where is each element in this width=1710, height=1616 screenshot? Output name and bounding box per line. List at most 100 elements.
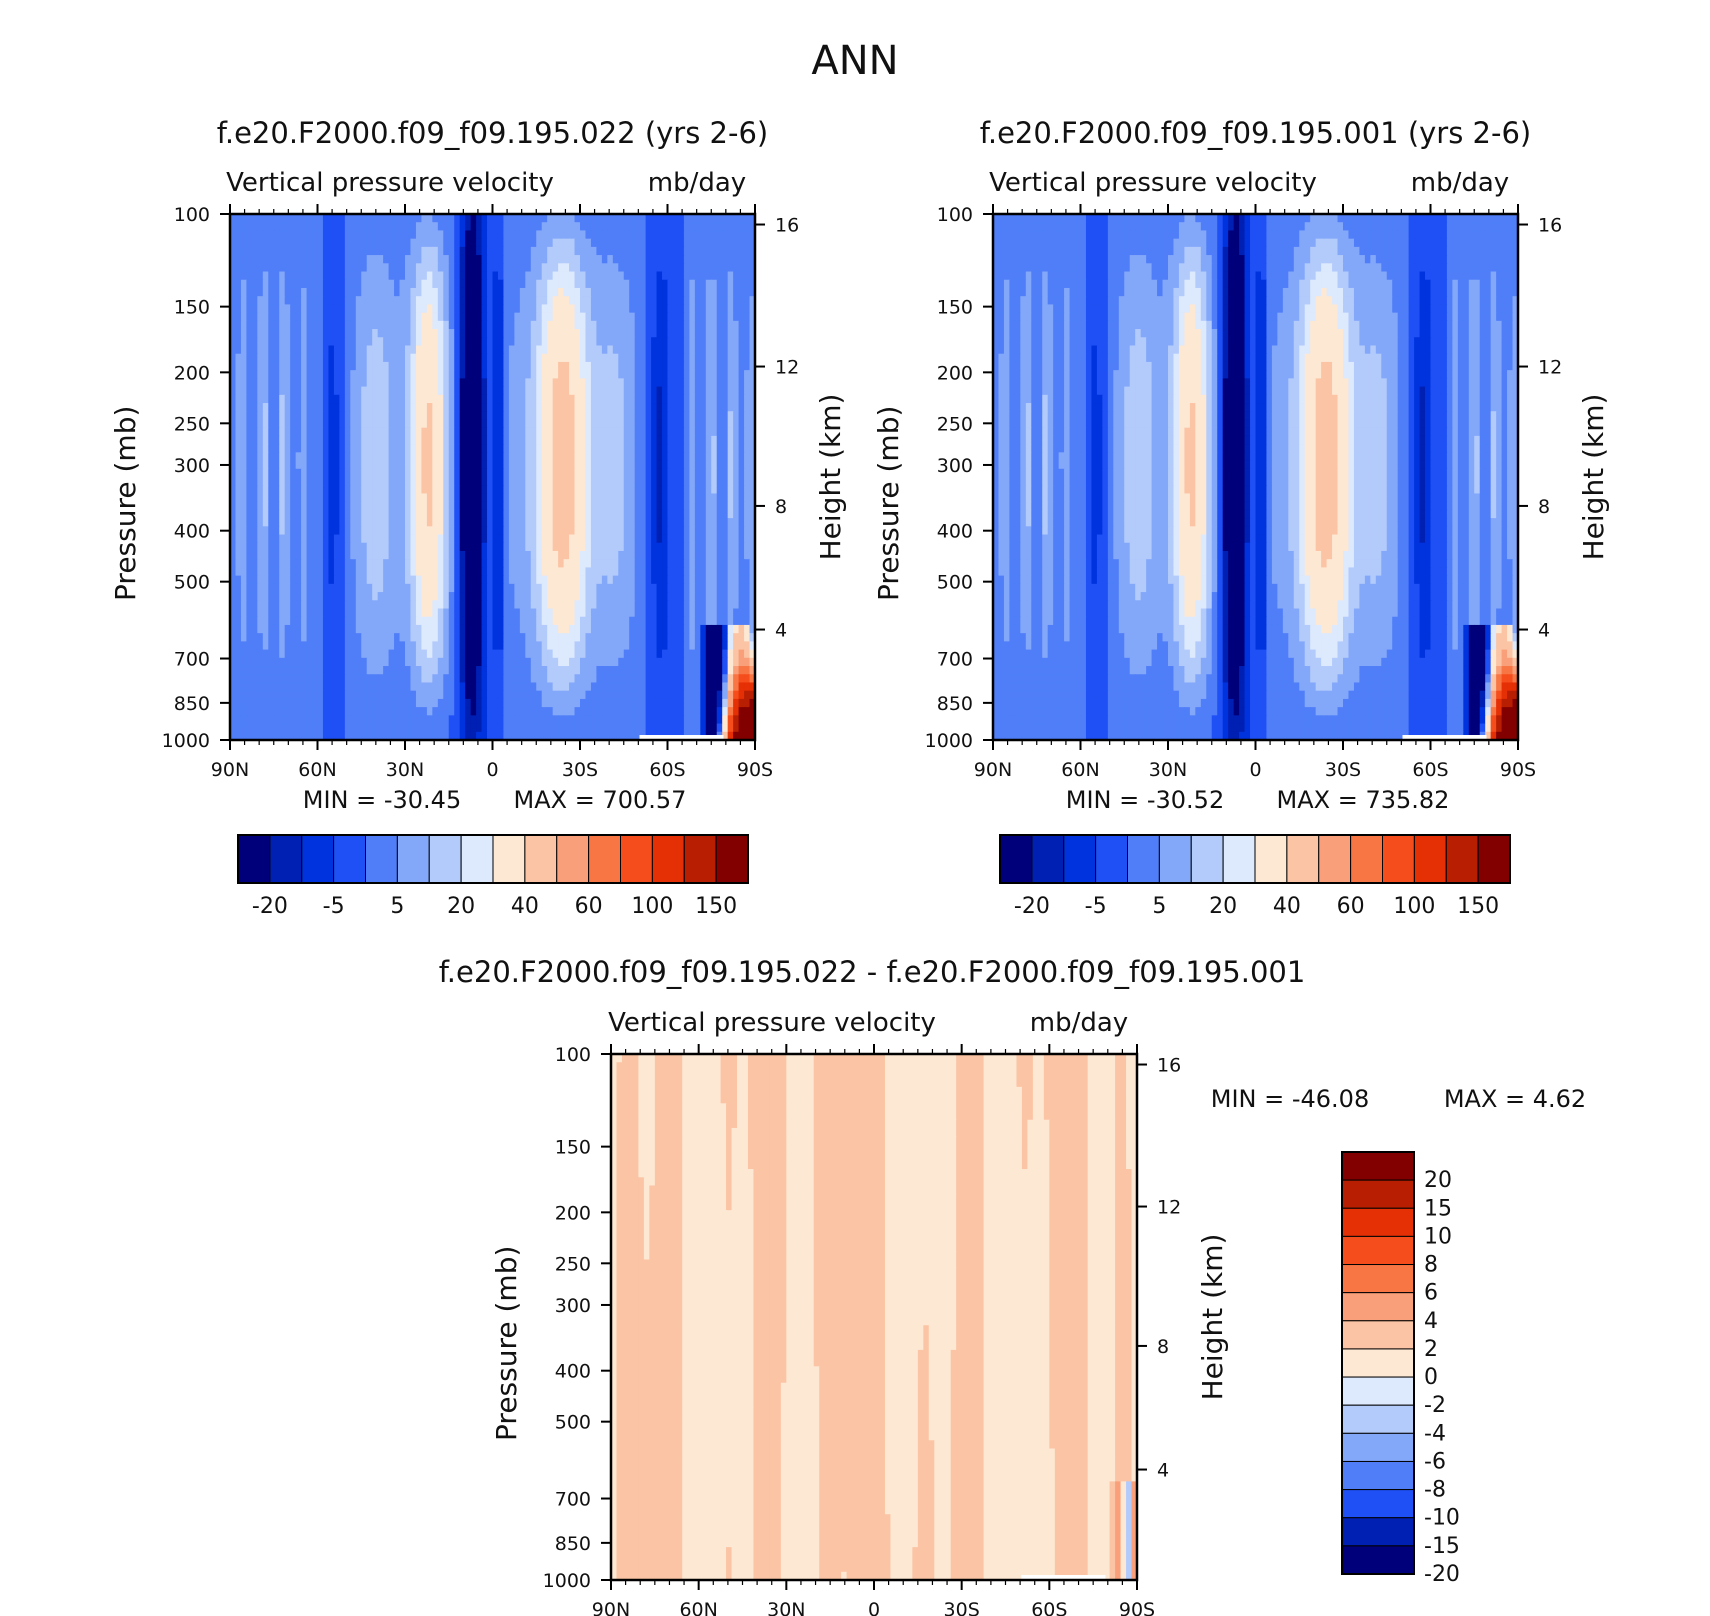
max-label: MAX = 700.57 — [514, 786, 687, 814]
y-tick-label: 150 — [174, 297, 210, 319]
colorbar-swatch — [1031, 834, 1065, 884]
colorbar-2: -20 -5 5 20 40 60 100 150 — [999, 834, 1511, 919]
y-tick-label: 500 — [555, 1412, 591, 1434]
panel-variable: Vertical pressure velocity — [608, 1008, 936, 1038]
y-tick-label: 250 — [937, 413, 973, 435]
min-label: MIN = -30.45 — [303, 786, 461, 814]
colorbar-label: 4 — [1424, 1309, 1438, 1334]
x-tick-label: 60N — [298, 759, 336, 781]
colorbar-label: 5 — [390, 894, 404, 919]
x-tick-label: 0 — [868, 1599, 880, 1616]
panel-variable: Vertical pressure velocity — [989, 168, 1317, 198]
colorbar-label: 20 — [447, 894, 475, 919]
colorbar-swatch — [999, 834, 1033, 884]
x-tick-label: 90N — [211, 759, 249, 781]
figure-title: ANN — [811, 38, 898, 84]
colorbar-swatch — [1445, 834, 1479, 884]
colorbar-swatch — [1341, 1376, 1415, 1406]
x-tick-label: 30N — [386, 759, 424, 781]
y-right-tick-label: 12 — [1538, 357, 1562, 379]
colorbar-swatch — [1318, 834, 1352, 884]
contour-field — [230, 214, 756, 741]
colorbar-label: 6 — [1424, 1281, 1438, 1306]
colorbar-swatch — [1341, 1320, 1415, 1350]
colorbar-label: -8 — [1424, 1478, 1446, 1503]
panel-3: 90N 60N 30N 0 30S 60S 90S 100 150 200 250 300 400 500… — [439, 955, 1306, 1616]
x-tick-label: 60N — [1061, 759, 1099, 781]
x-tick-label: 60S — [649, 759, 685, 781]
colorbar-label: 60 — [1337, 894, 1365, 919]
x-tick-label: 90S — [1500, 759, 1536, 781]
y-tick-label: 1000 — [925, 730, 973, 752]
colorbar-swatch — [428, 834, 462, 884]
y-right-tick-label: 12 — [1157, 1197, 1181, 1219]
colorbar-swatch — [620, 834, 653, 884]
x-tick-label: 30S — [562, 759, 598, 781]
colorbar-swatch — [683, 834, 717, 884]
colorbar-swatch — [1190, 834, 1224, 884]
colorbar-label: 15 — [1424, 1196, 1452, 1221]
colorbar-swatch — [365, 834, 398, 884]
colorbar-swatch — [1341, 1489, 1415, 1519]
panel-units: mb/day — [648, 168, 746, 198]
colorbar-label: 40 — [511, 894, 539, 919]
x-tick-label: 90S — [737, 759, 773, 781]
colorbar-swatch — [1341, 1432, 1415, 1462]
x-tick-label: 30N — [767, 1599, 805, 1616]
colorbar-swatch — [1127, 834, 1160, 884]
colorbar-label: 40 — [1273, 894, 1301, 919]
colorbar-swatch — [1477, 834, 1511, 884]
colorbar-label: 100 — [1393, 894, 1435, 919]
colorbar-label: -20 — [1424, 1562, 1460, 1587]
panel-title: f.e20.F2000.f09_f09.195.001 (yrs 2-6) — [980, 116, 1531, 150]
colorbar-label: 0 — [1424, 1365, 1438, 1390]
y-tick-label: 150 — [555, 1137, 591, 1159]
colorbar-label: 20 — [1424, 1168, 1452, 1193]
colorbar-label: -6 — [1424, 1449, 1446, 1474]
y-right-tick-label: 16 — [1538, 215, 1562, 237]
colorbar-label: 100 — [631, 894, 673, 919]
y-tick-label: 700 — [174, 649, 210, 671]
colorbar-swatch — [460, 834, 494, 884]
x-tick-label: 90N — [974, 759, 1012, 781]
y-right-tick-label: 16 — [775, 215, 799, 237]
y-axis-label: Pressure (mb) — [109, 406, 142, 601]
x-tick-label: 30S — [1325, 759, 1361, 781]
colorbar-label: 10 — [1424, 1224, 1452, 1249]
y-tick-label: 300 — [937, 455, 973, 477]
colorbar-label: -5 — [323, 894, 345, 919]
colorbar-swatch — [1254, 834, 1288, 884]
colorbar-swatch — [715, 834, 749, 884]
topography-mask — [1402, 735, 1487, 740]
topography-mask — [639, 735, 724, 740]
colorbar-swatch — [1341, 1235, 1415, 1266]
y-tick-label: 400 — [937, 521, 973, 543]
colorbar-label: -20 — [252, 894, 288, 919]
y-right-axis-label: Height (km) — [1196, 1234, 1229, 1401]
y-tick-label: 100 — [174, 204, 210, 226]
panel-units: mb/day — [1030, 1008, 1128, 1038]
colorbar-label: 8 — [1424, 1253, 1438, 1278]
max-label: MAX = 735.82 — [1277, 786, 1450, 814]
y-right-tick-label: 8 — [775, 496, 787, 518]
colorbar-swatch — [1341, 1517, 1415, 1547]
colorbar-frame — [1341, 1151, 1415, 1575]
colorbar-frame — [999, 834, 1511, 884]
x-tick-label: 90N — [592, 1599, 630, 1616]
x-tick-label: 60S — [1412, 759, 1448, 781]
y-right-tick-label: 16 — [1157, 1055, 1181, 1077]
colorbar-swatch — [301, 834, 335, 884]
colorbar-swatch — [237, 834, 271, 884]
colorbar-swatch — [524, 834, 558, 884]
y-tick-label: 700 — [937, 649, 973, 671]
colorbar-swatch — [556, 834, 590, 884]
y-tick-label: 850 — [174, 693, 210, 715]
y-tick-label: 400 — [555, 1361, 591, 1383]
colorbar-label: 20 — [1209, 894, 1237, 919]
colorbar-swatch — [1341, 1151, 1415, 1181]
y-tick-label: 300 — [174, 455, 210, 477]
colorbar-swatch — [1413, 834, 1447, 884]
y-tick-label: 1000 — [543, 1570, 591, 1592]
colorbar-label: 150 — [695, 894, 737, 919]
